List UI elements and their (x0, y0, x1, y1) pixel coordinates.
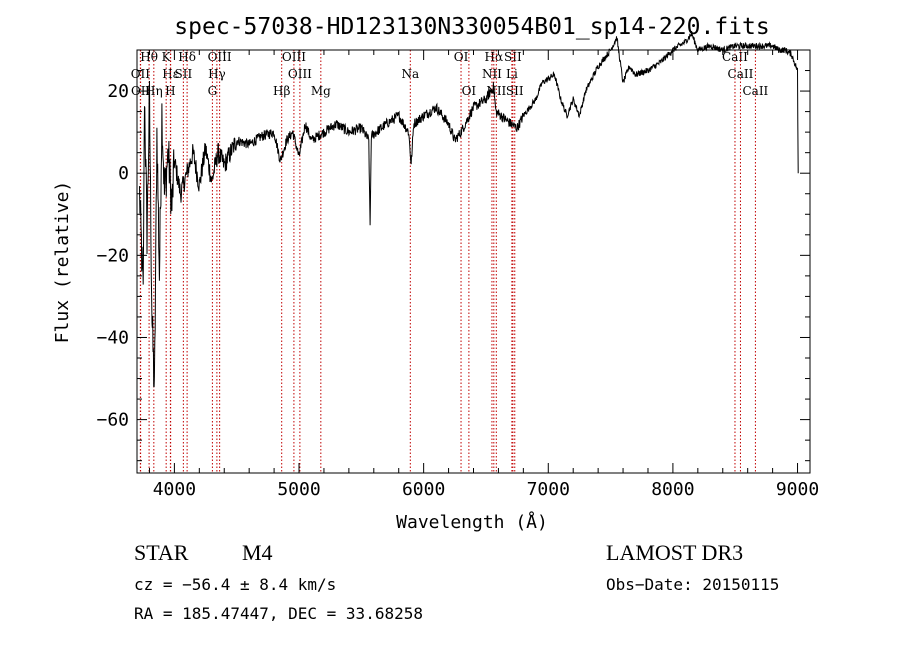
line-marker-label: Hβ (273, 84, 290, 98)
line-marker-label: CaII (722, 50, 748, 64)
line-marker-label: OI (462, 84, 477, 98)
y-tick-label: −20 (96, 245, 129, 266)
x-tick-label: 9000 (776, 479, 819, 500)
x-tick-label: 4000 (153, 479, 196, 500)
x-tick-label: 6000 (402, 479, 445, 500)
line-marker-label: CaII (728, 67, 754, 81)
line-marker-label: Hγ (208, 67, 226, 81)
y-axis-label: Flux (relative) (52, 181, 73, 344)
y-tick-label: −60 (96, 410, 129, 431)
observation-date: Obs−Date: 20150115 (606, 575, 780, 594)
x-axis-ticks: 4000 5000 6000 7000 8000 9000 (148, 50, 819, 500)
line-marker-label: OIII (288, 67, 312, 81)
chart-title: spec-57038-HD123130N330054B01_sp14-220.f… (174, 14, 769, 40)
line-marker-label: Hε (162, 67, 179, 81)
line-marker-label: G (208, 84, 218, 98)
line-marker-label: OII (131, 67, 151, 81)
spectrum-line (139, 30, 799, 388)
object-class: STAR (134, 540, 189, 565)
line-marker-label: H (165, 84, 175, 98)
y-tick-label: −40 (96, 327, 129, 348)
line-marker-label: Hη (145, 84, 163, 98)
x-axis-label: Wavelength (Å) (396, 511, 548, 533)
line-marker-label: OI (454, 50, 469, 64)
line-marker-label: Hα (485, 50, 504, 64)
y-tick-label: 20 (107, 81, 129, 102)
redshift-velocity: cz = −56.4 ± 8.4 km/s (134, 575, 337, 594)
line-marker-label: Hδ (178, 50, 196, 64)
object-subclass: M4 (242, 540, 273, 565)
coordinates: RA = 185.47447, DEC = 33.68258 (134, 604, 423, 623)
line-marker-label: NII (482, 67, 502, 81)
line-marker-label: OIII (282, 50, 306, 64)
line-marker-label: K (162, 50, 172, 64)
line-marker-label: Li (506, 67, 518, 81)
line-marker-label: SII (504, 50, 522, 64)
plot-frame (136, 49, 811, 474)
y-tick-label: 0 (118, 163, 129, 184)
x-tick-label: 5000 (277, 479, 320, 500)
line-marker-label: NII (486, 84, 506, 98)
line-marker-label: SII (175, 67, 193, 81)
line-marker-label: Mg (311, 84, 331, 98)
x-tick-label: 8000 (651, 479, 694, 500)
line-marker-label: Na (401, 67, 419, 81)
x-tick-label: 7000 (527, 479, 570, 500)
line-marker-label: CaII (742, 84, 768, 98)
spectrum-series (139, 30, 799, 388)
line-marker-label: OIII (208, 50, 232, 64)
survey-name: LAMOST DR3 (606, 540, 744, 565)
y-axis-ticks: 20 0 −20 −40 −60 (96, 70, 810, 462)
line-marker-label: SII (506, 84, 524, 98)
